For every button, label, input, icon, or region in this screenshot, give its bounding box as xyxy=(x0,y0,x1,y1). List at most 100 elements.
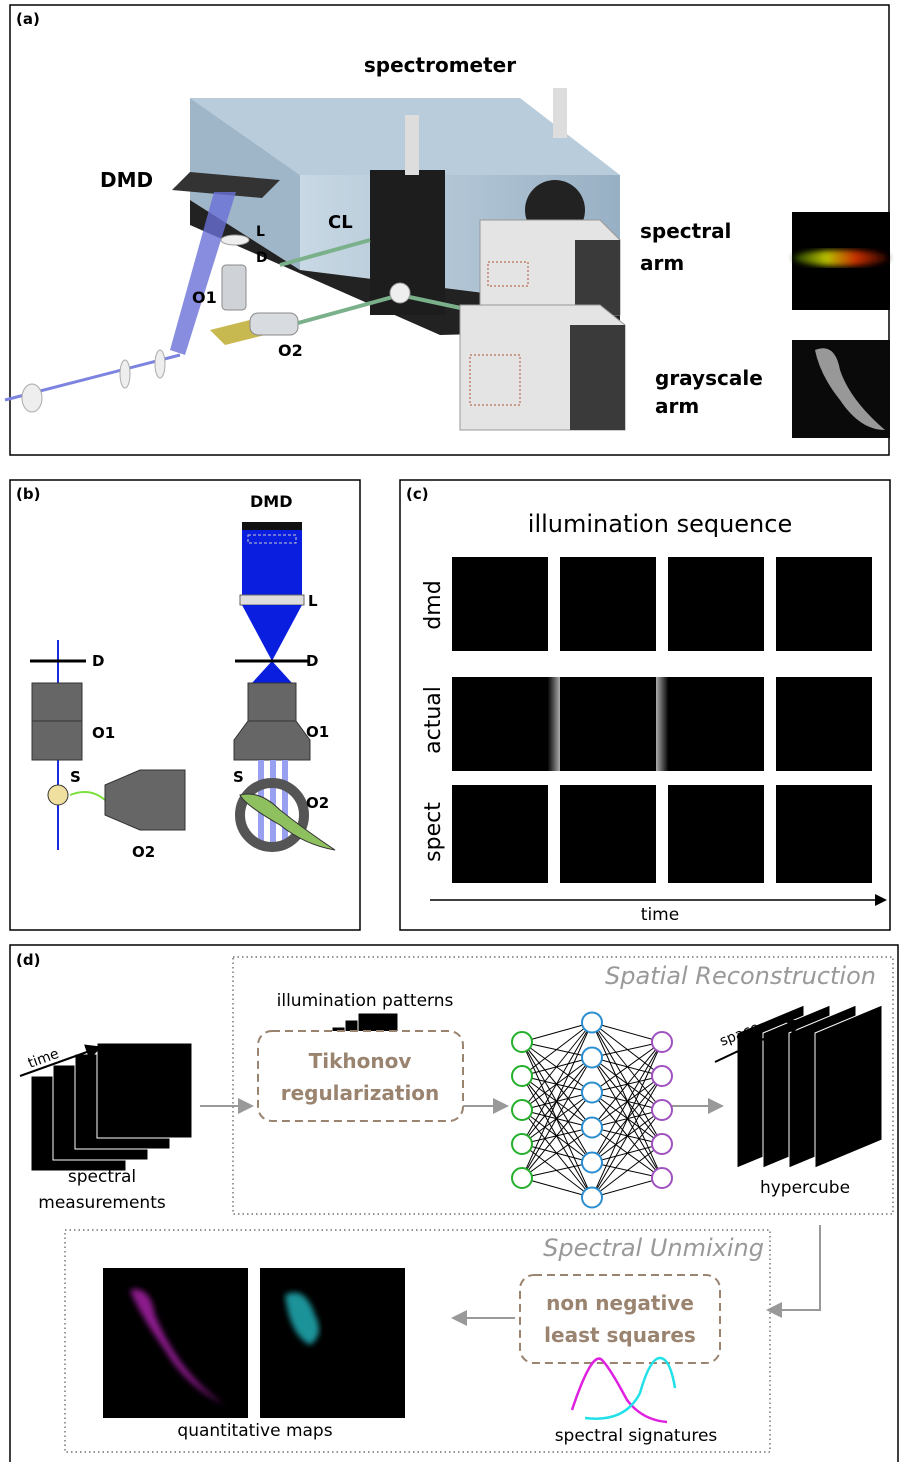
neuron xyxy=(652,1168,672,1188)
neuron xyxy=(652,1032,672,1052)
neuron xyxy=(582,1153,602,1173)
label: CL xyxy=(328,212,353,233)
dmd-pattern xyxy=(776,557,872,651)
label: O2 xyxy=(132,843,155,861)
label: D xyxy=(256,250,268,266)
method-line: least squares xyxy=(544,1323,696,1347)
camera-back xyxy=(575,240,620,315)
label: O1 xyxy=(192,288,217,307)
label-line: arm xyxy=(640,251,684,275)
label: O1 xyxy=(306,723,329,741)
panel-label: (c) xyxy=(406,485,429,503)
label: quantitative maps xyxy=(177,1421,332,1441)
objective-o2 xyxy=(105,770,185,830)
knob xyxy=(405,115,419,175)
spect-image xyxy=(560,785,656,883)
dmd-chip xyxy=(242,522,302,530)
panel-d: (d) Spatial Reconstruction Spectral Unmi… xyxy=(10,945,898,1462)
box-title: Spectral Unmixing xyxy=(543,1234,764,1262)
light-sheet xyxy=(282,760,288,845)
actual-image xyxy=(776,677,872,771)
neuron xyxy=(512,1168,532,1188)
neuron xyxy=(582,1118,602,1138)
blue-cone xyxy=(252,661,292,683)
signature-cyan xyxy=(585,1358,675,1419)
objective-o1 xyxy=(234,721,310,760)
method-line: non negative xyxy=(546,1291,694,1315)
label-line: grayscale xyxy=(655,366,763,390)
actual-image xyxy=(668,677,764,771)
lens xyxy=(155,350,165,378)
neuron xyxy=(652,1134,672,1154)
axis-label: time xyxy=(641,905,679,925)
lens-l xyxy=(221,235,249,245)
method-line: Tikhonov xyxy=(309,1049,412,1073)
label: L xyxy=(308,592,318,610)
row-label: actual xyxy=(421,686,446,754)
label: hypercube xyxy=(760,1178,850,1198)
camera-grayscale xyxy=(460,305,625,430)
objective-o1 xyxy=(32,683,82,721)
spect-image xyxy=(776,785,872,883)
neuron xyxy=(512,1134,532,1154)
panel-label: (a) xyxy=(16,10,40,28)
neuron xyxy=(512,1100,532,1120)
neuron xyxy=(652,1100,672,1120)
nnls-box xyxy=(520,1275,720,1363)
blue-cone xyxy=(242,605,302,661)
spectral-band xyxy=(793,250,889,266)
objective-o1 xyxy=(248,683,296,721)
label-line: measurements xyxy=(38,1193,166,1213)
dmd-pattern xyxy=(668,557,764,651)
mirror xyxy=(390,283,410,303)
spect-image xyxy=(452,785,548,883)
knob xyxy=(553,88,567,138)
neuron xyxy=(512,1032,532,1052)
actual-image xyxy=(560,677,656,771)
neuron xyxy=(582,1083,602,1103)
label: O2 xyxy=(278,341,303,360)
blue-block xyxy=(242,530,302,595)
panel-a: (a) spectrometer DMD L D CL O1 O2 spectr… xyxy=(5,5,890,455)
label: S xyxy=(70,768,81,786)
label: O1 xyxy=(92,724,115,742)
label: spectrometer xyxy=(364,53,516,77)
neuron xyxy=(652,1066,672,1086)
row-label: spect xyxy=(421,802,446,862)
row-label: dmd xyxy=(421,580,446,629)
fluorescence xyxy=(70,792,105,800)
map-cyan xyxy=(260,1268,405,1418)
camera-spectral xyxy=(480,220,620,315)
tikhonov-box xyxy=(258,1031,463,1121)
sample xyxy=(48,785,68,805)
label: L xyxy=(256,224,265,240)
flow-arrow xyxy=(770,1225,820,1310)
objective-o1 xyxy=(222,265,246,310)
label: O2 xyxy=(306,794,329,812)
neural-network xyxy=(512,1013,672,1208)
hypercube-slice xyxy=(815,1005,882,1168)
dmd-pattern xyxy=(452,557,548,651)
panel-b: (b) DMD L D O1 S O2 D O1 S O2 xyxy=(10,480,360,930)
label: DMD xyxy=(100,168,153,192)
panel-c: (c) illumination sequence dmd actual spe… xyxy=(400,480,890,930)
label: D xyxy=(306,652,318,670)
neuron xyxy=(582,1188,602,1208)
label: D xyxy=(92,652,104,670)
figure: (a) spectrometer DMD L D CL O1 O2 spectr… xyxy=(0,0,899,1462)
lens xyxy=(120,360,130,388)
method-line: regularization xyxy=(281,1081,440,1105)
panel-label: (d) xyxy=(16,951,40,969)
objective-o1 xyxy=(32,721,82,760)
label: S xyxy=(233,768,244,786)
neuron xyxy=(582,1013,602,1033)
title: illumination sequence xyxy=(528,510,792,538)
label: spectral measurements xyxy=(38,1167,166,1213)
label: grayscalearm xyxy=(655,366,763,418)
label: DMD xyxy=(250,492,292,511)
map-magenta xyxy=(103,1268,248,1418)
label-line: spectral xyxy=(68,1167,136,1187)
label: illumination patterns xyxy=(277,991,454,1011)
actual-image xyxy=(452,677,548,771)
panel-label: (b) xyxy=(16,485,40,503)
